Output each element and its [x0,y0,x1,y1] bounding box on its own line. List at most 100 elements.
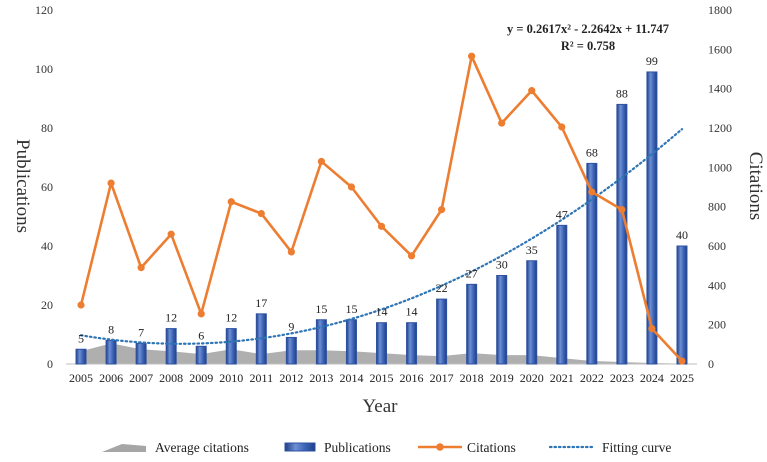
x-tick-2021: 2021 [550,371,574,385]
x-tick-2014: 2014 [339,371,363,385]
legend-swatch-average-citations [102,444,146,452]
x-tick-2012: 2012 [279,371,303,385]
y2-tick-1600: 1600 [708,42,732,56]
bar-label-2015: 14 [376,305,388,319]
y-tick-80: 80 [41,121,53,135]
bar-2006 [105,339,117,365]
legend-label-average-citations: Average citations [155,440,249,455]
y-axis-title: Publications [12,139,33,233]
legend-swatch-citations-marker [436,443,444,451]
x-tick-2009: 2009 [189,371,213,385]
bar-2007 [135,342,147,365]
y-tick-60: 60 [41,180,53,194]
bar-label-2013: 15 [315,302,327,316]
bar-2016 [406,322,418,365]
x-tick-2024: 2024 [640,371,664,385]
y-tick-120: 120 [35,3,53,17]
fit-equation: y = 0.2617x² - 2.2642x + 11.747 [507,22,669,36]
bar-label-2016: 14 [406,305,418,319]
x-tick-2016: 2016 [400,371,424,385]
fitting-curve-layer [79,128,684,345]
bar-2024 [646,71,658,365]
x-tick-2020: 2020 [520,371,544,385]
bar-label-2009: 6 [198,328,204,342]
y-tick-40: 40 [41,239,53,253]
y2-axis-title: Citations [745,152,766,221]
y2-tick-1800: 1800 [708,3,732,17]
y-tick-0: 0 [47,357,53,371]
x-axis-title: Year [362,396,398,417]
x-tick-2010: 2010 [219,371,243,385]
fit-r-squared: R² = 0.758 [561,39,615,53]
bar-label-2005: 5 [78,331,84,345]
bar-2008 [165,328,177,365]
bar-label-2010: 12 [225,311,237,325]
citations-point-2010 [227,198,235,206]
bar-value-labels-layer: 5 8 7 12 6 12 17 9 15 15 14 14 22 27 30 35 47 68 88 99 40 [78,54,688,345]
legend-swatch-publications [284,442,316,452]
citations-line-layer [77,52,686,365]
citations-point-2009 [197,310,205,318]
x-tick-2018: 2018 [460,371,484,385]
citations-point-2006 [107,179,115,187]
bar-2015 [376,322,387,365]
citations-point-2017 [437,206,446,214]
bar-label-2019: 30 [496,258,508,272]
bar-2017 [436,298,448,365]
citations-point-2005 [77,301,85,309]
x-tick-2005: 2005 [69,371,93,385]
bar-2019 [496,275,508,365]
y2-tick-800: 800 [708,200,726,214]
x-tick-2013: 2013 [309,371,333,385]
x-tick-2007: 2007 [129,371,153,385]
bar-label-2025: 40 [676,228,688,242]
citations-point-2021 [558,123,566,131]
bar-2023 [616,103,628,365]
citations-point-2008 [167,230,175,238]
bar-2012 [285,336,297,365]
citations-point-2023 [618,206,626,214]
bar-2013 [315,319,327,365]
bar-2009 [195,345,207,365]
bar-2014 [345,319,357,365]
citations-point-2025 [678,357,686,365]
legend: Average citations Publications Citations Fi… [102,440,671,455]
y2-tick-400: 400 [708,278,726,292]
bar-label-2014: 15 [345,302,357,316]
x-tick-2015: 2015 [370,371,394,385]
citations-point-2012 [287,248,295,256]
citations-point-2014 [347,183,356,191]
bar-2025 [676,245,688,365]
tick-labels-layer: 0204060801001200200400600800100012001400… [35,3,732,385]
y2-tick-1000: 1000 [708,160,732,174]
legend-label-citations: Citations [467,440,516,455]
citations-point-2020 [528,87,536,95]
bar-2018 [466,283,478,365]
citations-point-2011 [257,209,265,218]
bar-label-2007: 7 [138,325,144,339]
x-tick-2008: 2008 [159,371,183,385]
y2-tick-600: 600 [708,239,726,253]
bar-label-2017: 22 [436,281,448,295]
citations-point-2013 [317,157,326,166]
citations-point-2022 [588,188,596,196]
legend-label-publications: Publications [324,440,391,455]
x-tick-2022: 2022 [580,371,604,385]
bar-2005 [75,348,87,365]
bar-label-2022: 68 [586,145,598,159]
bar-label-2023: 88 [616,86,628,100]
bar-label-2006: 8 [108,322,114,336]
y-tick-20: 20 [41,298,53,312]
bar-2022 [586,162,598,365]
y2-tick-0: 0 [708,357,714,371]
x-tick-2025: 2025 [670,371,694,385]
citations-point-2015 [377,222,386,230]
x-tick-2011: 2011 [250,371,274,385]
bar-label-2021: 47 [556,207,568,221]
legend-label-fitting-curve: Fitting curve [602,440,671,455]
y2-tick-1400: 1400 [708,82,732,96]
bar-label-2011: 17 [255,296,267,310]
x-tick-2017: 2017 [430,371,454,385]
x-tick-2019: 2019 [490,371,514,385]
